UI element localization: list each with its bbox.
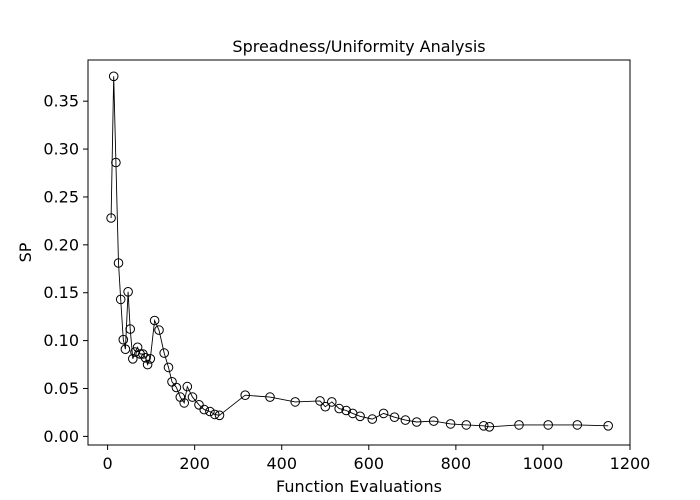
data-point-marker xyxy=(113,258,124,268)
data-point-marker xyxy=(159,348,169,358)
series-line xyxy=(110,76,609,428)
data-point-marker xyxy=(115,294,126,305)
plot-area-frame xyxy=(87,59,631,446)
data-point-marker xyxy=(240,390,250,401)
data-point-marker xyxy=(163,362,174,373)
data-point-marker xyxy=(327,397,337,407)
data-point-marker xyxy=(154,325,164,335)
data-point-marker xyxy=(182,381,193,392)
y-tick-label: 0.05 xyxy=(43,379,79,398)
data-point-marker xyxy=(320,401,331,412)
data-point-marker xyxy=(389,412,400,423)
data-point-marker xyxy=(106,213,116,223)
y-tick-label: 0.15 xyxy=(43,283,79,302)
data-point-marker xyxy=(428,416,439,426)
data-point-marker xyxy=(123,287,133,297)
data-point-marker xyxy=(400,415,411,425)
data-point-marker xyxy=(341,405,352,416)
data-point-marker xyxy=(199,404,209,415)
data-point-marker xyxy=(179,398,189,408)
data-point-marker xyxy=(149,315,160,326)
data-point-marker xyxy=(378,408,389,419)
data-point-marker xyxy=(290,397,301,407)
data-point-marker xyxy=(171,382,182,393)
y-tick-label: 0.00 xyxy=(43,427,79,446)
data-point-marker xyxy=(128,354,138,364)
x-tick-label: 400 xyxy=(266,454,297,473)
y-tick-label: 0.35 xyxy=(43,92,79,111)
x-tick-label: 1000 xyxy=(523,454,564,473)
y-tick-label: 0.10 xyxy=(43,331,79,350)
data-point-marker xyxy=(572,420,583,430)
data-point-marker xyxy=(484,422,495,432)
x-tick-label: 1200 xyxy=(610,454,651,473)
data-point-marker xyxy=(603,421,614,431)
y-tick-label: 0.20 xyxy=(43,235,79,254)
data-point-marker xyxy=(445,419,456,429)
data-point-marker xyxy=(265,392,275,402)
data-point-marker xyxy=(367,414,378,424)
data-point-marker xyxy=(355,411,365,422)
data-point-marker xyxy=(132,342,143,353)
data-point-marker xyxy=(543,420,554,430)
data-point-marker xyxy=(315,396,325,406)
data-point-marker xyxy=(140,353,151,363)
data-point-marker xyxy=(145,354,156,364)
data-point-marker xyxy=(142,359,153,370)
data-point-marker xyxy=(478,421,489,431)
y-axis-ticks: 0.00 0.05 0.10 0.15 0.20 0.25 0.30 0.35 xyxy=(43,92,88,446)
data-point-marker xyxy=(125,324,135,334)
data-point-marker xyxy=(194,400,204,410)
x-axis-ticks: 0 200 400 600 800 1000 1200 xyxy=(102,445,650,473)
x-tick-label: 800 xyxy=(441,454,472,473)
data-point-marker xyxy=(461,420,472,430)
data-point-marker xyxy=(111,157,121,168)
plot-series xyxy=(106,71,614,432)
data-point-marker xyxy=(118,334,129,345)
data-point-marker xyxy=(205,406,215,417)
data-point-marker xyxy=(514,420,524,430)
y-axis-label: SP xyxy=(16,242,35,262)
y-tick-label: 0.30 xyxy=(43,140,79,159)
y-tick-label: 0.25 xyxy=(43,187,79,206)
x-tick-label: 600 xyxy=(354,454,385,473)
data-point-marker xyxy=(214,410,225,421)
data-point-marker xyxy=(108,71,119,82)
chart-title: Spreadness/Uniformity Analysis xyxy=(232,37,485,56)
x-tick-label: 200 xyxy=(179,454,210,473)
x-axis-label: Function Evaluations xyxy=(276,477,442,496)
data-point-marker xyxy=(120,344,131,355)
data-point-marker xyxy=(411,417,422,427)
data-point-marker xyxy=(187,392,198,402)
data-point-marker xyxy=(334,403,345,414)
data-point-marker xyxy=(209,409,220,420)
x-tick-label: 0 xyxy=(102,454,112,473)
